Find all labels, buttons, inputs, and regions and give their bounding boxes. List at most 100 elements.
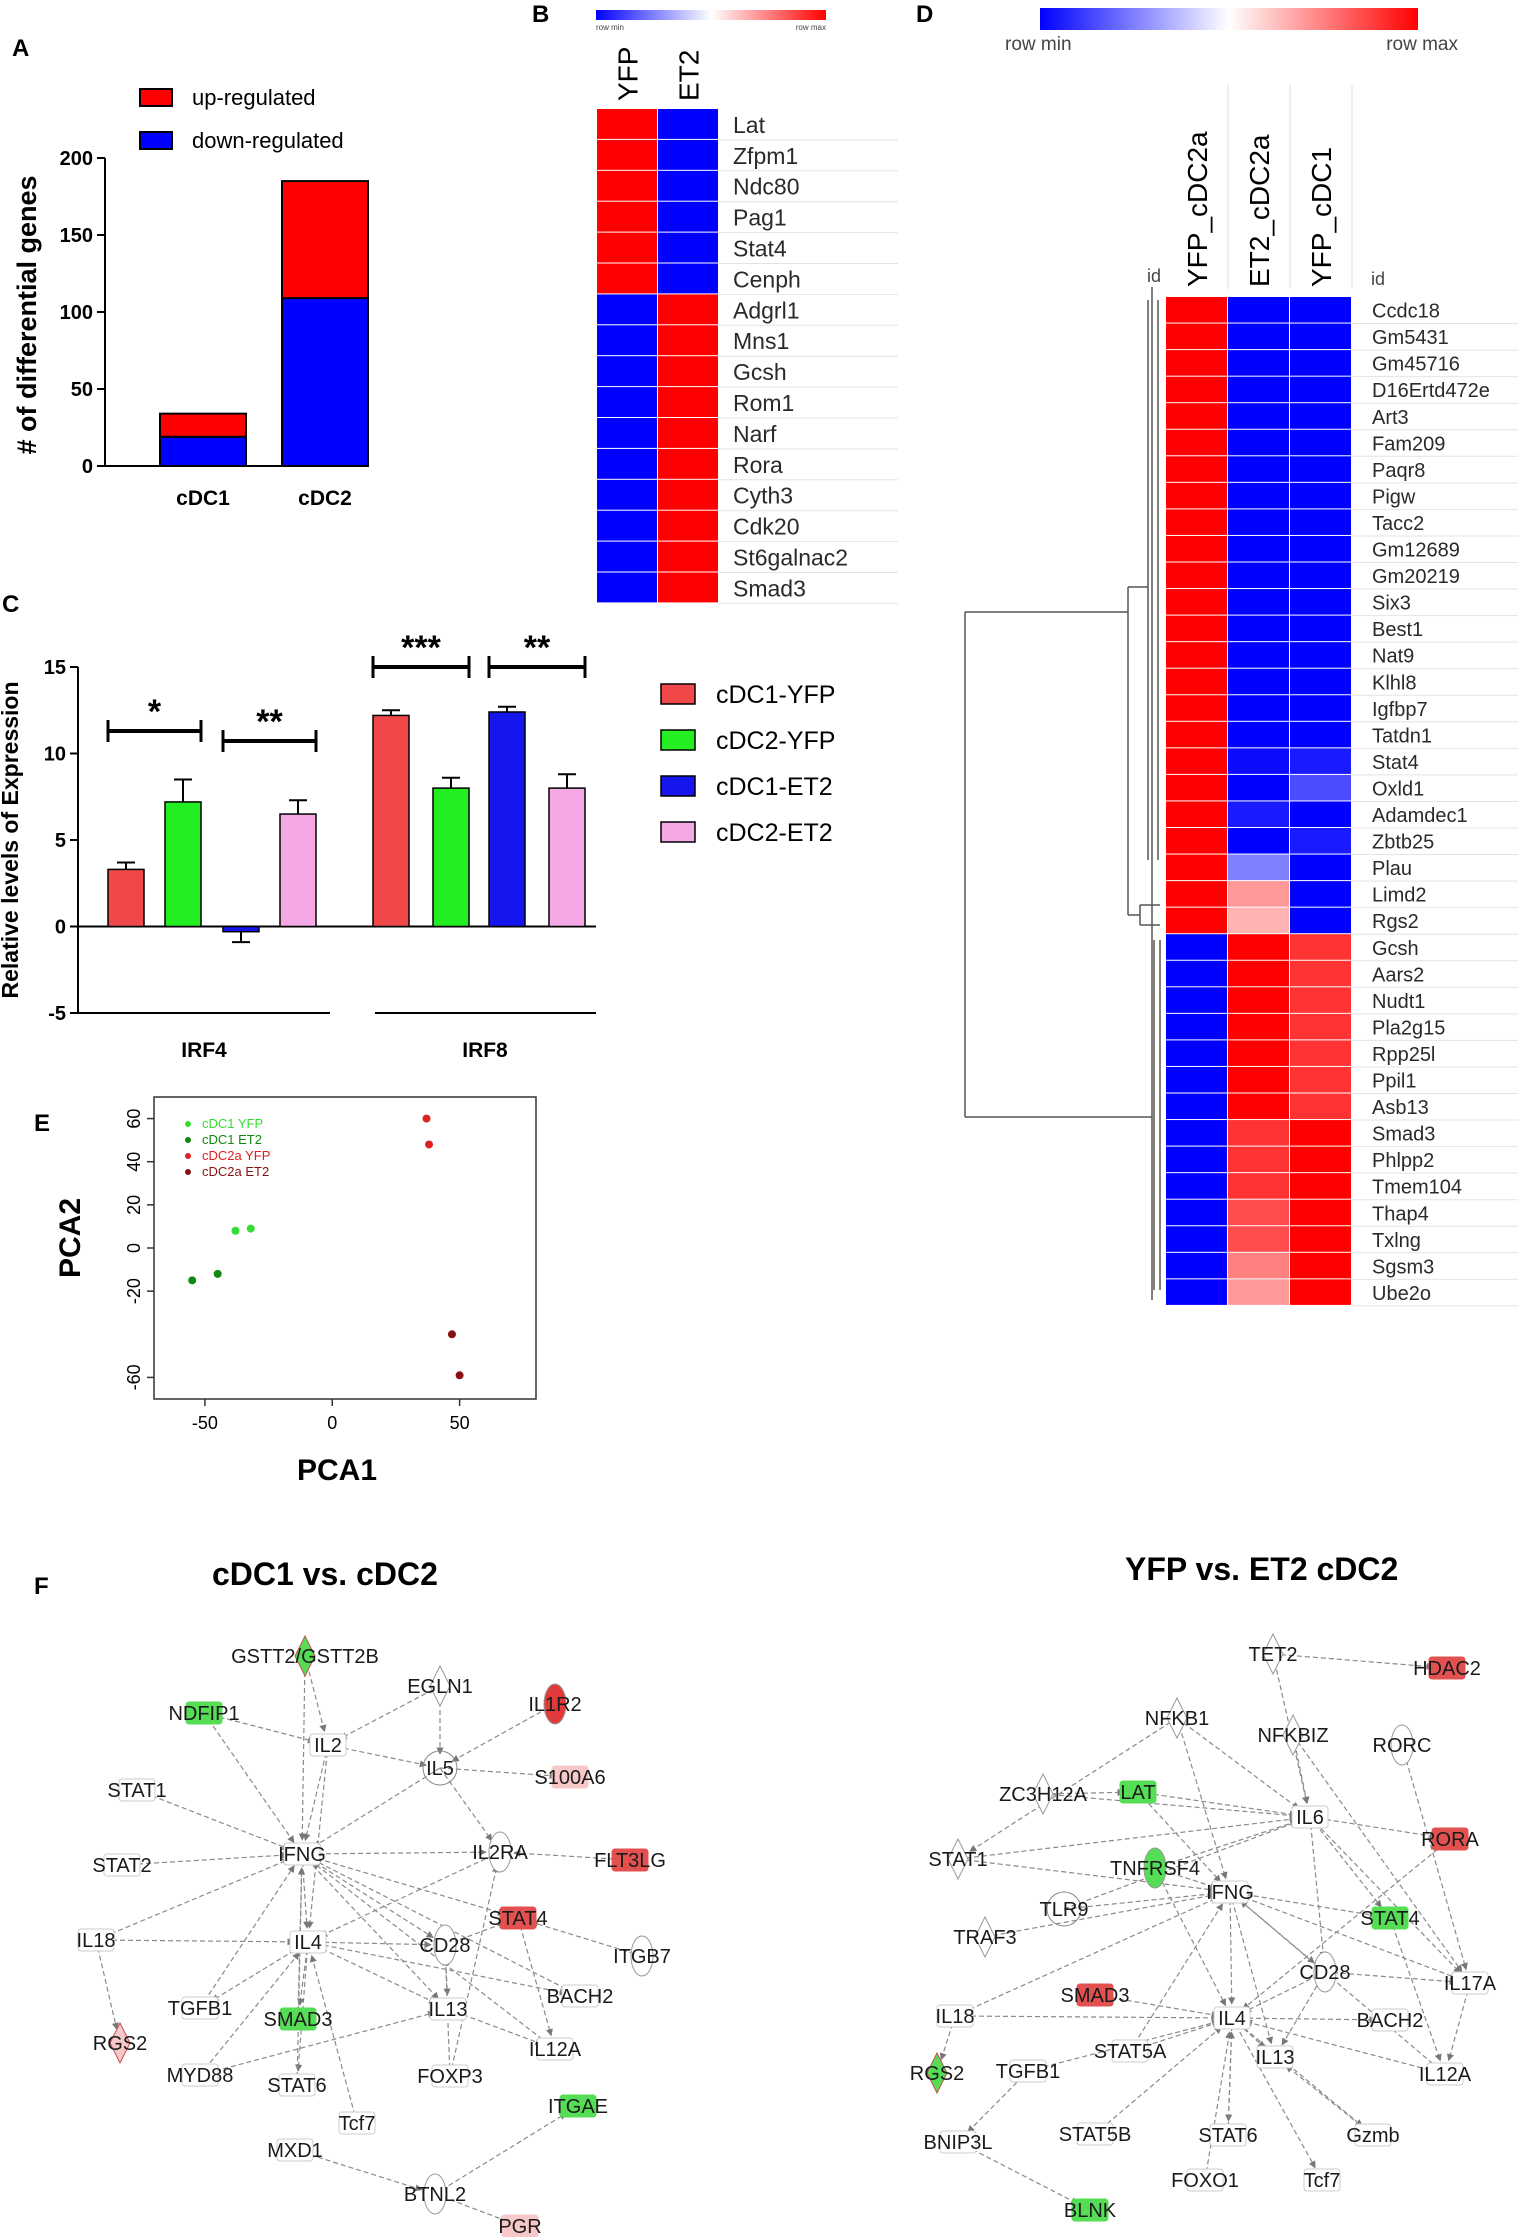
d-cell-tatdn1-yfp-cdc2a	[1166, 721, 1227, 748]
b-scale-max-label: row max	[796, 23, 826, 32]
edge-cd28-il17a	[1324, 1971, 1457, 1986]
panel-c-bar-chart: Relative levels of Expression -5 0 5 10 15 *…	[0, 629, 835, 1062]
edge-il18-ifng	[95, 1858, 290, 1941]
node-ndfip1-label: NDFIP1	[168, 1703, 239, 1725]
d-row-label-ube2o: Ube2o	[1372, 1283, 1431, 1305]
d-row-label-art3: Art3	[1372, 407, 1409, 429]
node-stat6-label: STAT6	[267, 2075, 326, 2097]
node-ifng-shape	[1211, 1880, 1249, 1904]
node-gzmb-label: Gzmb	[1346, 2125, 1399, 2147]
node-gstt2-gstt2b-label: GSTT2/GSTT2B	[231, 1646, 379, 1668]
node-smad3-shape	[1076, 1983, 1114, 2007]
f-left-nodes: GSTT2/GSTT2B EGLN1 IL1R2 NDFIP1 IL2 IL5 S100A6…	[77, 1634, 671, 2237]
d-row-label-nudt1: Nudt1	[1372, 991, 1425, 1013]
node-hdac2-shape	[1428, 1656, 1466, 1680]
b-cell-rora-et2	[658, 448, 718, 479]
node-il13-shape	[1256, 2045, 1294, 2069]
d-cell-best1-et2-cdc2a	[1228, 615, 1289, 642]
a-y-tick-label: 200	[60, 148, 93, 170]
a-bar-cdc1-down-regulated	[159, 435, 247, 467]
node-il17a-label: IL17A	[1444, 1973, 1497, 1995]
edge-nfkb1-ifng	[1176, 1717, 1228, 1880]
a-legend-swatch-down-regulated	[139, 131, 173, 150]
d-row-label-pigw: Pigw	[1372, 486, 1416, 508]
d-cell-smad3-et2-cdc2a	[1228, 1120, 1289, 1146]
e-point-cdc1-et2	[213, 1269, 222, 1278]
d-row-label-aars2: Aars2	[1372, 964, 1424, 986]
node-stat2-shape	[103, 1853, 141, 1877]
edge-tcf7-il4	[309, 1954, 358, 2124]
d-cell-oxld1-yfp-cdc2a	[1166, 774, 1227, 801]
edge-flt3lg-il2ra	[513, 1849, 631, 1861]
edge-lat-il6	[1137, 1791, 1297, 1818]
b-row-label-pag1: Pag1	[733, 205, 787, 231]
d-cell-thap4-yfp-cdc1	[1290, 1199, 1351, 1226]
a-bar-cdc1-up-regulated	[159, 412, 247, 438]
edge-rorc-il17a	[1401, 1744, 1468, 1971]
edge-stat4-il12a	[1389, 1917, 1442, 2062]
node-egln1-label: EGLN1	[407, 1676, 473, 1698]
node-cd28-shape	[1313, 1951, 1337, 1993]
d-col-label-et2-cdc2a: ET2_cDC2a	[1244, 134, 1275, 287]
d-scale-max-label: row max	[1386, 34, 1458, 55]
d-cell-asb13-yfp-cdc1	[1290, 1093, 1351, 1120]
node-ifng-label: IFNG	[278, 1844, 326, 1866]
node-blnk-shape	[1071, 2198, 1109, 2222]
a-y-ticks: 0 50 100 150 200	[60, 148, 105, 478]
panel-f-networks: cDC1 vs. cDC2 YFP vs. ET2 cDC2 GSTT2/GST…	[77, 1551, 1497, 2237]
node-il2-label: IL2	[314, 1735, 342, 1757]
node-s100a6-shape	[551, 1765, 589, 1789]
edge-mxd1-btnl2	[294, 2149, 423, 2192]
edge-il6-rora	[1309, 1816, 1437, 1840]
d-cell-rpp25l-yfp-cdc2a	[1166, 1040, 1227, 1066]
d-dendro-inner-links	[1127, 586, 1160, 926]
node-rgs2-shape	[926, 2051, 948, 2095]
d-cell-rpp25l-et2-cdc2a	[1228, 1040, 1289, 1066]
node-bach2-shape	[561, 1984, 599, 2008]
edge-il4-bach2	[1231, 2016, 1377, 2024]
node-tgfb1-shape	[1009, 2059, 1047, 2083]
node-tgfb1-shape	[181, 1996, 219, 2020]
d-cell-gm12689-yfp-cdc1	[1290, 535, 1351, 562]
node-traf3-label: TRAF3	[953, 1927, 1016, 1949]
node-rora-label: RORA	[1421, 1829, 1479, 1851]
node-gstt2-gstt2b-shape	[294, 1634, 316, 1678]
b-cell-cenph-yfp	[597, 263, 657, 294]
d-cell-txlng-yfp-cdc2a	[1166, 1226, 1227, 1252]
node-flt3lg-label: FLT3LG	[594, 1850, 666, 1872]
edge-stat1-il6	[957, 1815, 1297, 1860]
edge-cd28-il13	[1281, 1971, 1326, 2046]
b-cell-gcsh-et2	[658, 356, 718, 387]
edge-il4-il13	[1231, 2017, 1266, 2049]
c-significance: * ***** **	[106, 629, 587, 752]
edge-myd88-il4	[199, 1952, 300, 2076]
c-y-tick-label: 0	[55, 917, 66, 939]
d-cell-oxld1-et2-cdc2a	[1228, 774, 1289, 801]
c-bars	[107, 705, 586, 944]
c-group-label-irf4: IRF4	[181, 1039, 227, 1062]
e-ticks: -50 0 50 -60 -20 0 20 40 60	[124, 1109, 470, 1433]
edge-il2-ifng	[303, 1744, 329, 1842]
b-cells	[597, 109, 718, 603]
d-cell-pla2g15-yfp-cdc2a	[1166, 1013, 1227, 1040]
node-foxo1-shape	[1186, 2168, 1224, 2192]
e-point-cdc2a-et2	[455, 1371, 464, 1380]
d-row-labels: Ccdc18 Gm5431 Gm45716 D16Ertd472e Art3 Fam209…	[1352, 301, 1518, 1307]
c-y-tick-label: -5	[48, 1003, 66, 1025]
d-cell-nudt1-yfp-cdc1	[1290, 987, 1351, 1013]
edge-ifng-il4	[301, 1853, 311, 1929]
d-row-label-adamdec1: Adamdec1	[1372, 805, 1468, 827]
d-cell-oxld1-yfp-cdc1	[1290, 774, 1351, 801]
d-cell-gm20219-yfp-cdc2a	[1166, 562, 1227, 589]
d-cell-tmem104-et2-cdc2a	[1228, 1173, 1289, 1199]
edge-gzmb-il13	[1285, 2065, 1374, 2136]
d-row-label-tmem104: Tmem104	[1372, 1177, 1462, 1199]
edge-il17a-il12a	[1446, 1982, 1471, 2062]
panel-a-stacked-bar-chart: # of differential genes 0 50 100 150 200 cDC…	[12, 85, 369, 510]
d-row-label-plau: Plau	[1372, 858, 1412, 880]
d-col-label-yfp-cdc2a: YFP_cDC2a	[1182, 131, 1213, 287]
d-id-label-left: id	[1147, 266, 1161, 286]
a-legend-label-up-regulated: up-regulated	[192, 85, 316, 110]
d-row-label-thap4: Thap4	[1372, 1203, 1429, 1225]
